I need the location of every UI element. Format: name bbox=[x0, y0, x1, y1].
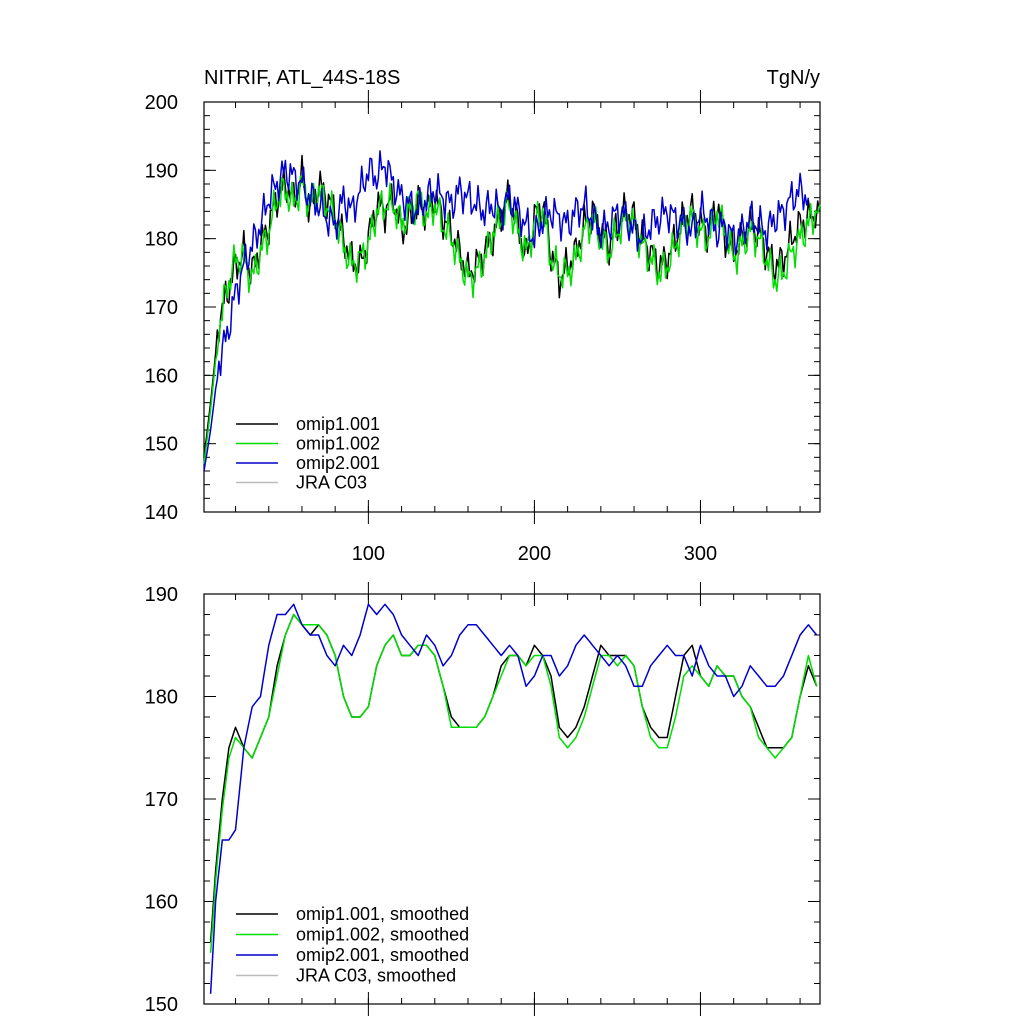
top-ytick-label: 170 bbox=[145, 297, 178, 319]
bottom-legend-label: omip1.001, smoothed bbox=[296, 904, 469, 924]
top-xtick-label: 300 bbox=[684, 543, 717, 565]
bottom-series-line-omip2-001-smoothed bbox=[209, 603, 818, 994]
top-ytick-label: 150 bbox=[145, 434, 178, 456]
top-ytick-label: 140 bbox=[145, 502, 178, 524]
bottom-ytick-label: 170 bbox=[145, 789, 178, 811]
bottom-ytick-label: 160 bbox=[145, 892, 178, 914]
top-series-line-omip2-001 bbox=[203, 150, 810, 472]
top-ytick-label: 200 bbox=[145, 92, 178, 114]
top-xtick-label: 200 bbox=[518, 543, 551, 565]
top-xaxis: 100 200 300 bbox=[352, 90, 717, 565]
bottom-xaxis bbox=[367, 582, 701, 1016]
bottom-series-group bbox=[209, 603, 818, 994]
top-series-group bbox=[203, 150, 821, 472]
top-panel: 140 150 160 170 180 190 200 100 200 300 omip1.00… bbox=[145, 90, 821, 565]
top-xtick-label: 100 bbox=[352, 543, 385, 565]
bottom-yaxis: 150 160 170 180 190 bbox=[145, 584, 820, 1016]
bottom-legend-label: omip1.002, smoothed bbox=[296, 925, 469, 945]
top-chart-units: TgN/y bbox=[767, 67, 820, 89]
top-legend-label: omip1.002 bbox=[296, 434, 380, 454]
top-ytick-label: 160 bbox=[145, 365, 178, 387]
top-ytick-label: 180 bbox=[145, 229, 178, 251]
bottom-ytick-label: 150 bbox=[145, 994, 178, 1016]
bottom-legend-label: JRA C03, smoothed bbox=[296, 966, 456, 986]
top-ytick-label: 190 bbox=[145, 160, 178, 182]
top-yaxis: 140 150 160 170 180 190 200 bbox=[145, 92, 820, 524]
top-legend-label: omip2.001 bbox=[296, 453, 380, 473]
top-legend-label: omip1.001 bbox=[296, 414, 380, 434]
bottom-legend-label: omip2.001, smoothed bbox=[296, 945, 469, 965]
bottom-ytick-label: 190 bbox=[145, 584, 178, 606]
top-chart-title: NITRIF, ATL_44S-18S bbox=[204, 67, 400, 89]
bottom-panel: 150 160 170 180 190 omip1.001, smoothedomip1… bbox=[145, 582, 821, 1016]
top-legend-label: JRA C03 bbox=[296, 473, 367, 493]
bottom-ytick-label: 180 bbox=[145, 687, 178, 709]
